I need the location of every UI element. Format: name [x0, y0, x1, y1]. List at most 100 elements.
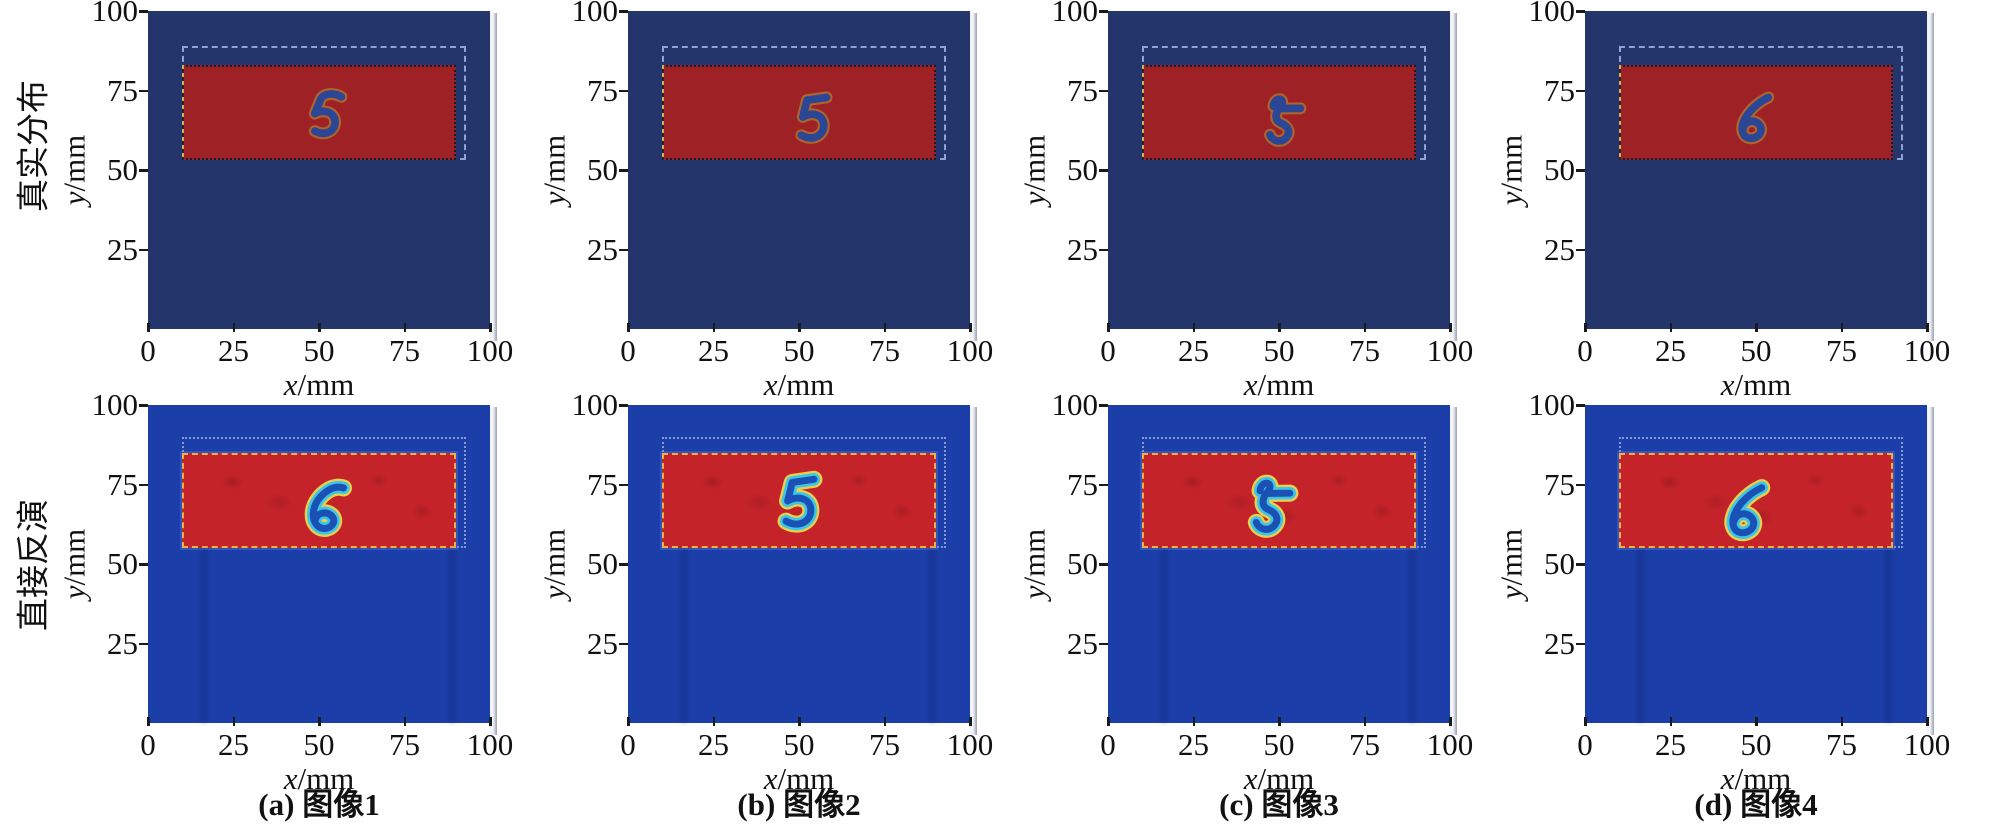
y-tick-mark [1576, 10, 1585, 13]
y-axis-tick-labels: 100 75 50 25 [498, 389, 628, 723]
x-tick-label: 25 [698, 333, 729, 368]
x-tick-mark [1449, 323, 1452, 332]
heatmap-plot [619, 10, 977, 341]
y-tick-mark [1099, 248, 1108, 251]
y-tick-mark [619, 404, 628, 407]
x-tick-mark [1584, 717, 1587, 726]
y-tick-label: 100 [1528, 386, 1576, 422]
y-tick-label: 100 [1528, 0, 1576, 28]
x-var: x [1720, 367, 1735, 402]
x-tick-mark [1840, 323, 1843, 332]
x-tick-label: 50 [1263, 333, 1295, 368]
y-tick-mark [619, 642, 628, 645]
x-tick-label: 50 [783, 727, 815, 762]
x-tick-mark [147, 717, 150, 726]
x-tick-label: 100 [1903, 727, 1951, 762]
panel-caption-b: (b) 图像2 [737, 787, 861, 822]
x-tick-label: 75 [1349, 727, 1380, 762]
heatmap-plot [619, 404, 977, 735]
reconstruction-artifact-streak [680, 548, 688, 723]
heatmap-plot [1576, 10, 1934, 341]
x-tick-mark [318, 323, 321, 332]
plot-bevel [1450, 13, 1457, 341]
x-tick-label: 75 [1826, 727, 1857, 762]
heatmap-plot [1099, 404, 1457, 735]
x-tick-label: 100 [1426, 727, 1474, 762]
y-tick-label: 25 [107, 625, 138, 661]
y-axis-tick-labels: 100 75 50 25 [1455, 0, 1585, 329]
x-var: x [283, 761, 298, 796]
reconstruction-artifact-streak [200, 548, 208, 723]
x-tick-label: 75 [869, 333, 900, 368]
x-tick-label: 75 [389, 333, 420, 368]
y-tick-label: 50 [1544, 151, 1575, 187]
subplot: y/mm 100 75 50 25 0 25 50 75 100 x/mm [57, 389, 514, 794]
x-tick-mark [798, 323, 801, 332]
y-tick-mark [1576, 89, 1585, 92]
y-tick-mark [1099, 10, 1108, 13]
x-tick-label: 100 [946, 333, 994, 368]
plot-bevel [490, 407, 497, 735]
x-tick-label: 0 [1100, 727, 1116, 762]
x-tick-mark [1107, 323, 1110, 332]
x-tick-mark [489, 323, 492, 332]
x-tick-mark [712, 717, 715, 726]
row-label-inversion: 直接反演 [16, 499, 53, 631]
y-axis-tick-labels: 100 75 50 25 [18, 389, 148, 723]
y-tick-mark [1099, 169, 1108, 172]
plot-bevel [1450, 407, 1457, 735]
y-tick-mark [1576, 169, 1585, 172]
x-axis-label: x/mm [1720, 367, 1792, 402]
row-label-true: 真实分布 [16, 80, 53, 212]
x-tick-label: 100 [1426, 333, 1474, 368]
y-tick-mark [619, 10, 628, 13]
x-tick-label: 50 [1740, 727, 1772, 762]
x-tick-mark [1363, 323, 1366, 332]
y-tick-label: 100 [571, 386, 619, 422]
x-axis-label: x/mm [763, 367, 835, 402]
digit-contour [795, 91, 833, 144]
y-tick-mark [139, 483, 148, 486]
y-tick-label: 75 [1067, 466, 1098, 502]
x-var: x [763, 761, 778, 796]
y-axis-tick-labels: 100 75 50 25 [498, 0, 628, 329]
y-tick-mark [619, 563, 628, 566]
digit-contour [1247, 474, 1299, 538]
x-axis-label: x/mm [1720, 761, 1792, 796]
x-axis-label: x/mm [1243, 761, 1315, 796]
plot-bevel [490, 13, 497, 341]
x-tick-mark [489, 717, 492, 726]
x-tick-label: 25 [1655, 333, 1686, 368]
x-tick-label: 0 [620, 727, 636, 762]
x-tick-label: 75 [869, 727, 900, 762]
y-tick-mark [1099, 89, 1108, 92]
x-axis-label: x/mm [763, 761, 835, 796]
y-tick-label: 50 [107, 151, 138, 187]
x-tick-label: 50 [783, 333, 815, 368]
subplot: y/mm 100 75 50 25 0 25 50 75 100 x/mm [1017, 389, 1474, 794]
x-var: x [283, 367, 298, 402]
panel-caption-d: (d) 图像4 [1694, 787, 1818, 822]
x-tick-mark [1669, 323, 1672, 332]
x-tick-mark [1107, 717, 1110, 726]
x-tick-mark [232, 323, 235, 332]
y-tick-label: 25 [107, 231, 138, 267]
x-tick-mark [1584, 323, 1587, 332]
y-axis-tick-labels: 100 75 50 25 [978, 389, 1108, 723]
x-tick-label: 0 [1577, 333, 1593, 368]
y-axis-tick-labels: 100 75 50 25 [18, 0, 148, 329]
heatmap-plot [139, 10, 497, 341]
x-tick-label: 100 [466, 727, 514, 762]
y-tick-label: 25 [1544, 625, 1575, 661]
x-var: x [1243, 367, 1258, 402]
digit-contour [1264, 93, 1307, 147]
x-var: x [1720, 761, 1735, 796]
y-tick-label: 50 [1067, 545, 1098, 581]
x-tick-mark [1278, 323, 1281, 332]
y-tick-label: 50 [587, 151, 618, 187]
subplot: y/mm 100 75 50 25 0 25 50 75 100 x/mm [1017, 0, 1474, 400]
y-tick-label: 25 [587, 231, 618, 267]
plot-bevel [970, 13, 977, 341]
y-tick-label: 50 [1067, 151, 1098, 187]
